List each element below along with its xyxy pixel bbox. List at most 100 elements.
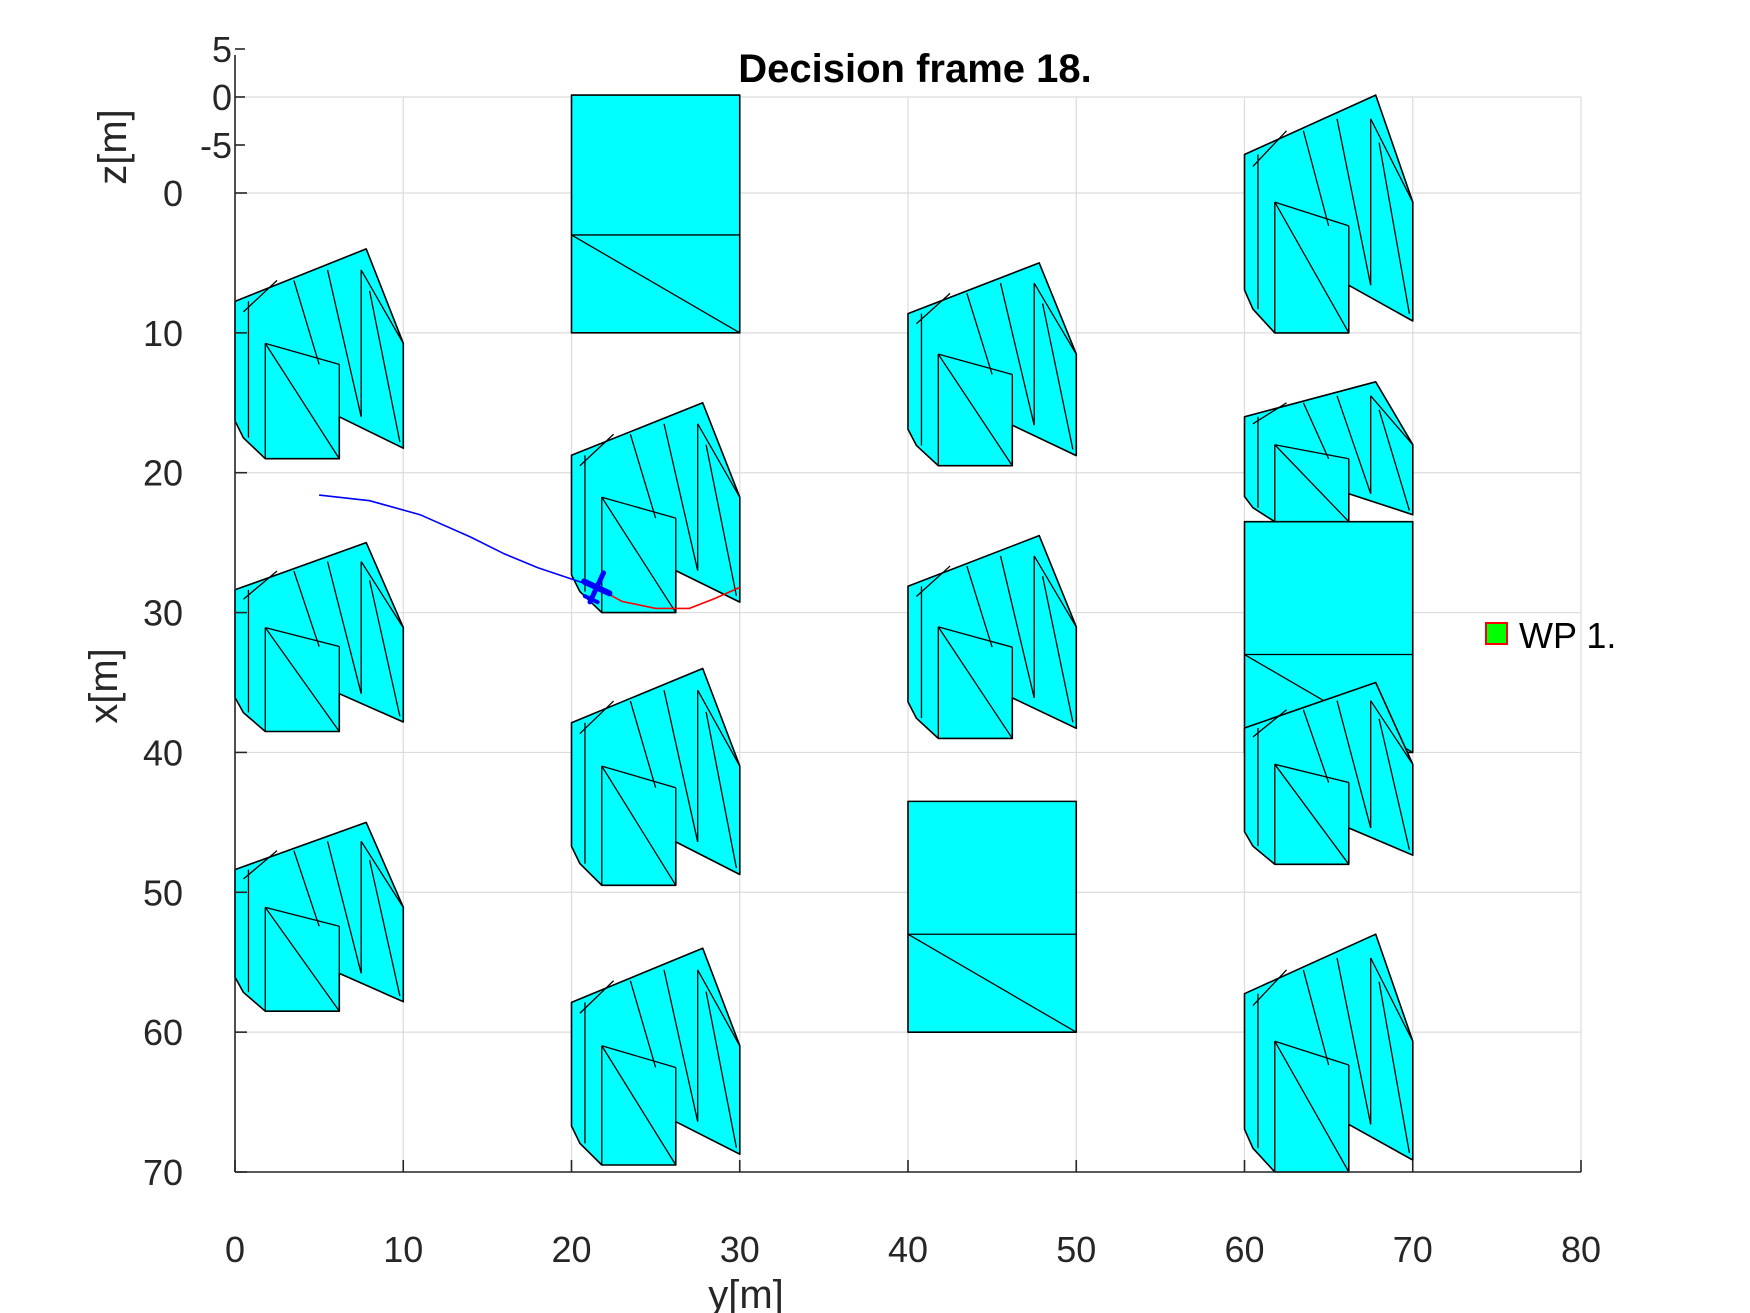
building-2-diagonal bbox=[907, 933, 1077, 1033]
building-10-edge-11 bbox=[915, 292, 951, 325]
building-14-edge-2 bbox=[1274, 763, 1349, 784]
building-1-body bbox=[570, 94, 741, 334]
building-13-edge-11 bbox=[1252, 402, 1287, 425]
building-12-edge-2 bbox=[1274, 201, 1350, 227]
building-4-edge-4 bbox=[264, 342, 340, 460]
y-axis-label: x[m] bbox=[82, 648, 126, 724]
y-tick-label-10: 10 bbox=[143, 313, 183, 354]
legend: WP 1. bbox=[1485, 615, 1616, 656]
building-11-edge-6 bbox=[999, 555, 1035, 699]
building-8-edge-11 bbox=[579, 700, 615, 735]
building-13 bbox=[1243, 380, 1414, 523]
y-tick-label-0: 0 bbox=[163, 173, 183, 214]
building-14-edge-4 bbox=[1274, 763, 1350, 865]
building-1-diagonal bbox=[571, 234, 741, 334]
trajectories bbox=[319, 494, 741, 610]
building-9-edge-6 bbox=[663, 969, 699, 1122]
building-9-edge-4 bbox=[601, 1045, 677, 1166]
building-13-edge-6 bbox=[1336, 395, 1372, 494]
building-15-edge-2 bbox=[1274, 1040, 1350, 1066]
aircraft-marker bbox=[581, 570, 613, 605]
building-14-edge-8 bbox=[1370, 700, 1414, 765]
building-4-edge-9 bbox=[368, 290, 401, 443]
y-tick-label-60: 60 bbox=[143, 1012, 183, 1053]
building-11-edge-8 bbox=[1033, 555, 1077, 628]
building-10 bbox=[907, 262, 1078, 467]
building-14-edge-11 bbox=[1252, 709, 1287, 738]
building-9 bbox=[570, 947, 741, 1166]
building-13-edge-8 bbox=[1370, 395, 1414, 446]
building-1 bbox=[570, 94, 741, 334]
flown-path-line bbox=[319, 494, 597, 589]
building-6-edge-4 bbox=[264, 906, 340, 1012]
x-tick-label-0: 0 bbox=[225, 1229, 245, 1270]
legend-swatch-wp1 bbox=[1485, 622, 1508, 645]
x-tick-label-70: 70 bbox=[1393, 1229, 1433, 1270]
building-10-edge-9 bbox=[1041, 303, 1074, 450]
building-4-edge-6 bbox=[326, 269, 362, 417]
building-5-edge-4 bbox=[264, 627, 340, 732]
building-10-edge-4 bbox=[937, 353, 1013, 467]
building-11-edge-9 bbox=[1041, 576, 1074, 723]
building-6 bbox=[234, 821, 405, 1013]
x-tick-label-40: 40 bbox=[888, 1229, 928, 1270]
building-8-edge-2 bbox=[601, 765, 676, 789]
building-4-edge-11 bbox=[242, 279, 278, 313]
building-14-edge-5 bbox=[1302, 709, 1330, 783]
building-10-edge-2 bbox=[938, 353, 1013, 376]
building-5-edge-5 bbox=[293, 570, 320, 647]
building-9-edge-9 bbox=[705, 991, 738, 1148]
building-9-edge-5 bbox=[629, 980, 657, 1068]
building-6-edge-9 bbox=[368, 859, 401, 997]
building-7-edge-11 bbox=[579, 433, 615, 467]
building-15-edge-6 bbox=[1336, 957, 1372, 1125]
building-6-edge-2 bbox=[265, 906, 340, 927]
building-8-edge-8 bbox=[697, 689, 741, 767]
y-tick-label-40: 40 bbox=[143, 732, 183, 773]
building-7 bbox=[570, 401, 741, 614]
building-7-edge-8 bbox=[697, 423, 741, 498]
building-7-edge-9 bbox=[705, 444, 738, 596]
building-9-edge-2 bbox=[601, 1045, 676, 1069]
building-6-edge-8 bbox=[360, 840, 404, 908]
building-15-edge-5 bbox=[1302, 969, 1330, 1066]
building-7-edge-2 bbox=[601, 496, 676, 519]
building-4 bbox=[234, 248, 405, 460]
building-9-edge-11 bbox=[579, 980, 615, 1014]
building-4-edge-8 bbox=[360, 269, 404, 344]
building-5-edge-6 bbox=[326, 561, 362, 694]
building-14 bbox=[1243, 681, 1414, 866]
building-8 bbox=[570, 667, 741, 887]
z-tick-label--5: -5 bbox=[200, 125, 232, 166]
building-6-edge-6 bbox=[326, 841, 362, 974]
x-tick-label-60: 60 bbox=[1224, 1229, 1264, 1270]
building-15-edge-4 bbox=[1274, 1040, 1350, 1173]
building-6-edge-5 bbox=[293, 850, 320, 927]
building-12-edge-5 bbox=[1302, 130, 1330, 227]
building-2-body bbox=[907, 800, 1078, 1033]
aircraft-tail bbox=[582, 594, 600, 605]
building-12 bbox=[1243, 94, 1414, 334]
legend-label-wp1: WP 1. bbox=[1519, 615, 1616, 656]
y-tick-label-50: 50 bbox=[143, 872, 183, 913]
building-8-edge-5 bbox=[629, 700, 657, 788]
building-12-edge-4 bbox=[1274, 201, 1350, 334]
building-8-edge-9 bbox=[705, 711, 738, 869]
chart-title: Decision frame 18. bbox=[738, 47, 1092, 91]
buildings bbox=[234, 94, 1414, 1173]
building-5-edge-2 bbox=[265, 626, 340, 648]
building-10-edge-6 bbox=[999, 283, 1035, 426]
building-11-edge-4 bbox=[937, 626, 1013, 739]
y-tick-label-30: 30 bbox=[143, 593, 183, 634]
z-axis-label: z[m] bbox=[91, 109, 135, 185]
building-13-edge-9 bbox=[1378, 409, 1411, 511]
y-tick-label-70: 70 bbox=[143, 1152, 183, 1193]
building-11-edge-5 bbox=[966, 565, 993, 648]
building-15-edge-11 bbox=[1252, 969, 1288, 1007]
building-15-edge-9 bbox=[1378, 981, 1411, 1154]
aircraft-fuselage bbox=[587, 570, 606, 605]
building-13-edge-5 bbox=[1302, 402, 1330, 459]
building-11 bbox=[907, 534, 1078, 740]
building-5-edge-11 bbox=[242, 570, 278, 600]
